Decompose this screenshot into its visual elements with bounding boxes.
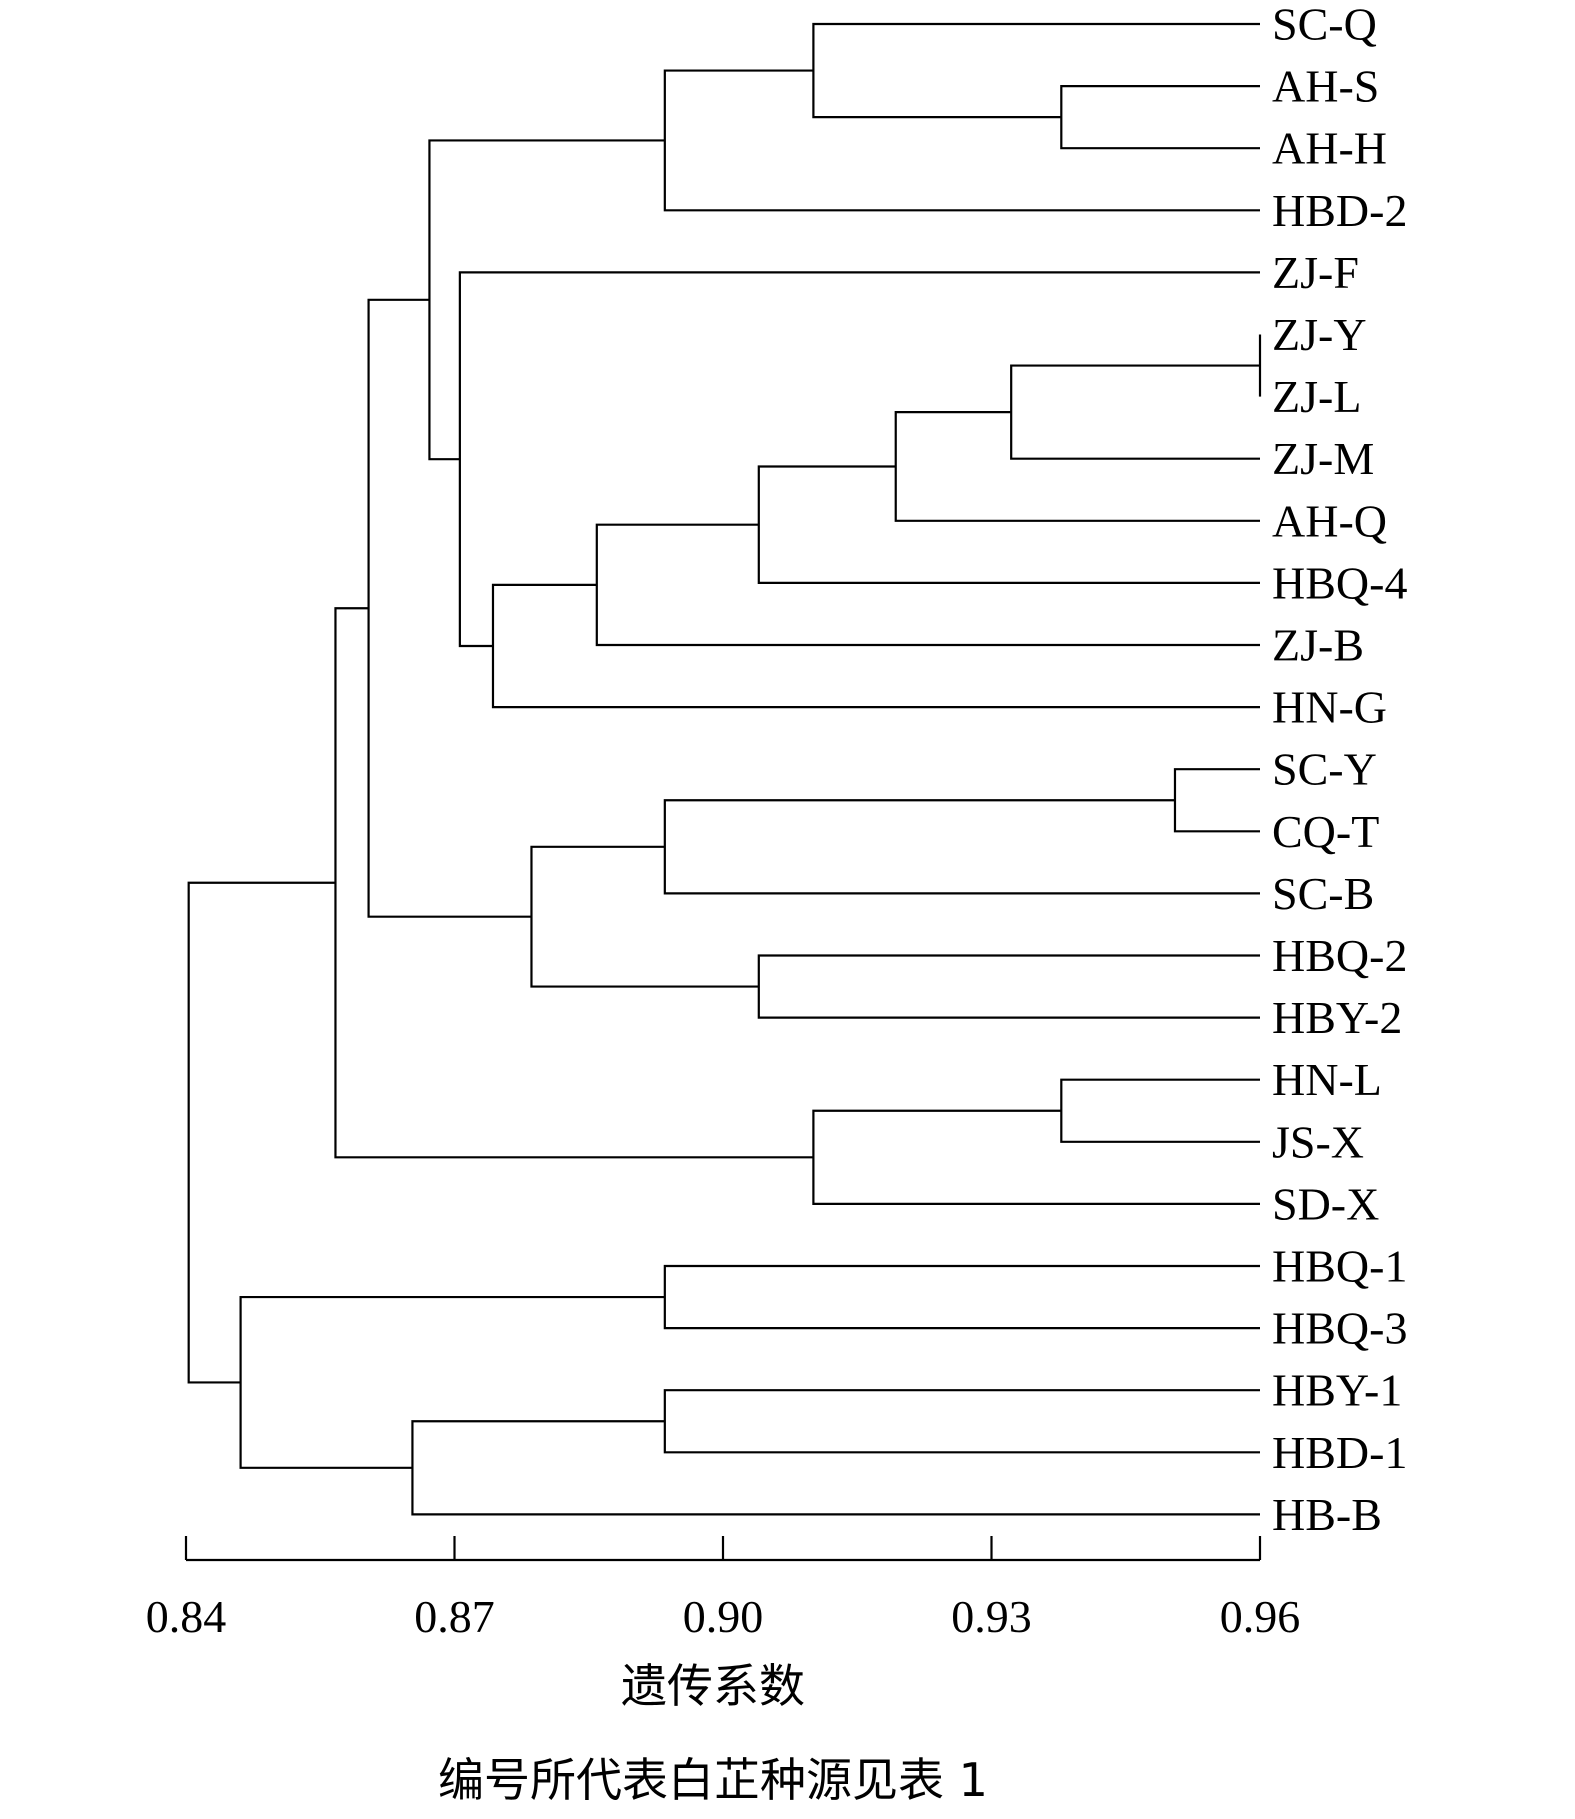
merge-link-10 (757, 954, 1260, 1019)
leaf-label-sd-x: SD-X (1272, 1178, 1379, 1229)
merge-link-11 (663, 799, 1260, 895)
dendrogram-links (187, 22, 1262, 1516)
leaf-label-zj-y: ZJ-Y (1272, 309, 1367, 360)
merge-link-15 (595, 523, 1260, 647)
leaf-label-sc-q: SC-Q (1272, 0, 1377, 50)
leaf-label-hbd-2: HBD-2 (1272, 185, 1407, 236)
merge-link-3 (1060, 85, 1260, 150)
merge-link-5 (1010, 364, 1260, 460)
leaf-label-zj-f: ZJ-F (1272, 247, 1359, 298)
leaf-label-ah-q: AH-Q (1272, 495, 1387, 546)
leaf-label-hbq-4: HBQ-4 (1272, 557, 1407, 608)
leaf-label-zj-b: ZJ-B (1272, 620, 1364, 671)
leaf-label-hby-1: HBY-1 (1272, 1365, 1402, 1416)
leaf-label-sc-y: SC-Y (1272, 744, 1377, 795)
leaf-label-ah-h: AH-H (1272, 123, 1387, 174)
merge-link-21 (367, 298, 532, 918)
x-tick-label: 0.93 (951, 1591, 1032, 1642)
leaf-labels: SC-Q AH-S AH-H HBD-2 ZJ-F ZJ-Y ZJ-L ZJ-M AH-Q HBQ… (1272, 0, 1407, 1540)
leaf-label-hb-b: HB-B (1272, 1489, 1382, 1540)
merge-link-9 (757, 465, 1260, 584)
leaf-label-cq-t: CQ-T (1272, 806, 1379, 857)
merge-link-16 (530, 845, 759, 988)
merge-link-23 (239, 1295, 665, 1469)
x-axis: 0.84 0.87 0.90 0.93 0.96 (146, 1536, 1301, 1642)
merge-link-19 (428, 139, 665, 461)
leaf-label-js-x: JS-X (1272, 1116, 1364, 1167)
merge-link-13 (663, 1264, 1260, 1330)
leaf-label-hn-l: HN-L (1272, 1054, 1382, 1105)
x-axis-ticks: 0.84 0.87 0.90 0.93 0.96 (146, 1536, 1301, 1642)
x-tick-label: 0.90 (683, 1591, 764, 1642)
merge-link-12 (663, 69, 1260, 212)
leaf-label-hbq-3: HBQ-3 (1272, 1303, 1407, 1354)
leaf-label-zj-l: ZJ-L (1272, 371, 1361, 422)
leaf-label-hbd-1: HBD-1 (1272, 1427, 1407, 1478)
leaf-label-hbq-1: HBQ-1 (1272, 1241, 1407, 1292)
merge-link-2 (1173, 768, 1260, 833)
x-tick-label: 0.87 (414, 1591, 495, 1642)
merge-link-8 (812, 1109, 1260, 1205)
merge-link-6 (894, 411, 1260, 522)
x-axis-title: 遗传系数 (621, 1659, 805, 1713)
x-tick-label: 0.96 (1220, 1591, 1301, 1642)
leaf-label-ah-s: AH-S (1272, 61, 1379, 112)
leaf-label-hby-2: HBY-2 (1272, 992, 1402, 1043)
leaf-label-zj-m: ZJ-M (1272, 433, 1374, 484)
x-tick-label: 0.84 (146, 1591, 227, 1642)
merge-link-14 (663, 1389, 1260, 1454)
leaf-label-sc-b: SC-B (1272, 868, 1374, 919)
merge-link-20 (411, 1420, 1260, 1516)
merge-link-22 (334, 607, 814, 1159)
leaf-label-hbq-2: HBQ-2 (1272, 930, 1407, 981)
merge-link-7 (812, 22, 1260, 119)
merge-link-24 (187, 881, 336, 1384)
leaf-label-hn-g: HN-G (1272, 682, 1387, 733)
figure-caption: 编号所代表白芷种源见表 1 (438, 1753, 988, 1807)
merge-link-4 (1060, 1078, 1260, 1143)
